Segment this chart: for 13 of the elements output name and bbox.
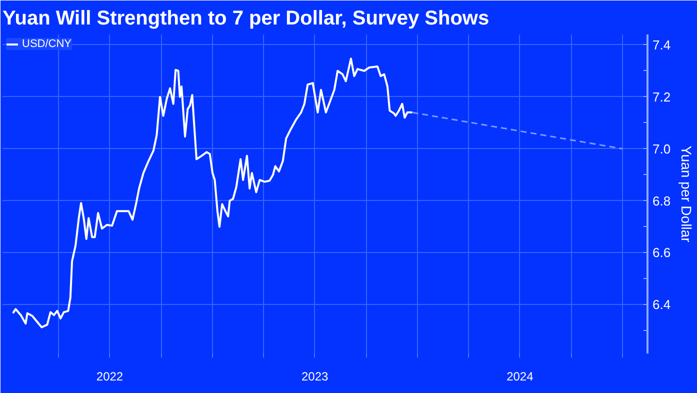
chart-title: Yuan Will Strengthen to 7 per Dollar, Survey Shows <box>2 8 490 30</box>
y-tick-label: 7.0 <box>652 141 671 156</box>
legend-label: USD/CNY <box>22 38 72 50</box>
line-series <box>12 58 414 328</box>
x-tick-label: 2024 <box>506 370 534 384</box>
y-tick-label: 6.4 <box>652 297 671 312</box>
y-tick-label: 7.2 <box>652 89 671 104</box>
y-axis-title: Yuan per Dollar <box>678 146 695 243</box>
y-tick-label: 6.8 <box>652 193 671 208</box>
y-tick-label: 7.4 <box>652 37 671 52</box>
y-tick-label: 6.6 <box>652 245 671 260</box>
x-tick-label: 2022 <box>96 370 124 384</box>
x-tick-label: 2023 <box>302 370 329 384</box>
